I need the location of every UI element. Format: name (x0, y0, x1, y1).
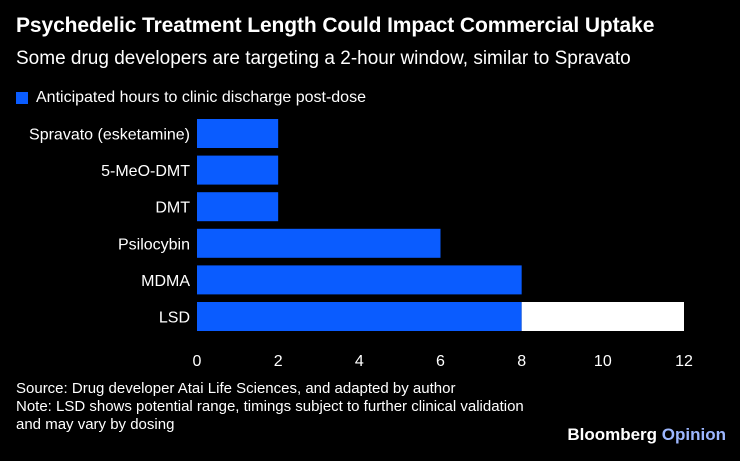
note-line-2: and may vary by dosing (16, 416, 175, 433)
x-tick-label-8: 8 (517, 353, 526, 370)
legend-swatch (16, 92, 28, 104)
x-tick-label-12: 12 (675, 353, 693, 370)
category-label-dmt: DMT (155, 200, 190, 217)
legend-label: Anticipated hours to clinic discharge po… (36, 89, 366, 106)
bar-mdma (197, 265, 522, 295)
chart-title: Psychedelic Treatment Length Could Impac… (16, 14, 655, 37)
brand-logo: Bloomberg Opinion (567, 425, 726, 445)
category-label-mdma: MDMA (141, 273, 190, 290)
category-label-5-meo-dmt: 5-MeO-DMT (101, 163, 190, 180)
bar-dmt (197, 192, 279, 222)
category-label-lsd: LSD (159, 310, 190, 327)
footer: Source: Drug developer Atai Life Science… (16, 380, 524, 434)
chart-subtitle: Some drug developers are targeting a 2-h… (16, 48, 631, 69)
x-tick-label-4: 4 (355, 353, 364, 370)
range-bar-lsd (521, 302, 684, 331)
bar-spravato-esketamine (197, 119, 279, 148)
brand-section: Opinion (661, 425, 726, 444)
source-note: Source: Drug developer Atai Life Science… (16, 380, 456, 397)
bar-5-meo-dmt (197, 155, 279, 185)
x-tick-label-6: 6 (436, 353, 445, 370)
category-label-spravato-esketamine: Spravato (esketamine) (29, 127, 190, 144)
x-tick-label-10: 10 (594, 353, 612, 370)
category-label-psilocybin: Psilocybin (118, 236, 190, 253)
x-tick-label-0: 0 (193, 353, 202, 370)
legend: Anticipated hours to clinic discharge po… (16, 89, 366, 107)
brand-name: Bloomberg (567, 425, 658, 444)
bar-psilocybin (197, 228, 441, 258)
bar-lsd (197, 302, 522, 331)
note-line-1: Note: LSD shows potential range, timings… (16, 398, 524, 415)
x-tick-label-2: 2 (274, 353, 283, 370)
